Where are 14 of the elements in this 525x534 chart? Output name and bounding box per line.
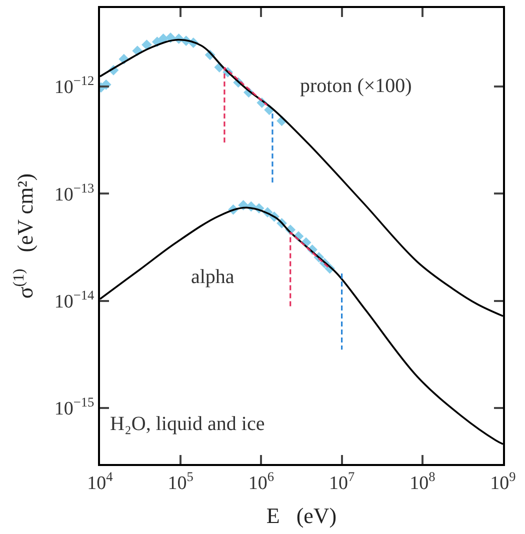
series-label: alpha (191, 266, 234, 288)
y-tick-label: 10$^{−15}$ (54, 394, 95, 420)
x-tick-label: 10$^{6}$ (248, 468, 274, 494)
y-tick-label: 10$^{−14}$ (54, 287, 95, 312)
x-axis-title: E (eV) (266, 503, 337, 528)
x-tick-label: 10$^{5}$ (168, 468, 194, 494)
x-tick-label: 10$^{9}$ (490, 468, 516, 494)
y-tick-label: 10$^{−12}$ (54, 73, 94, 98)
x-tick-label: 10$^{4}$ (87, 468, 114, 494)
series-label: proton (×100) (300, 75, 412, 97)
annotation: H₂O, liquid and ice (110, 413, 265, 435)
x-tick-label: 10$^{8}$ (410, 468, 436, 494)
y-tick-label: 10$^{−13}$ (54, 180, 95, 206)
x-tick-label: 10$^{7}$ (328, 468, 355, 494)
